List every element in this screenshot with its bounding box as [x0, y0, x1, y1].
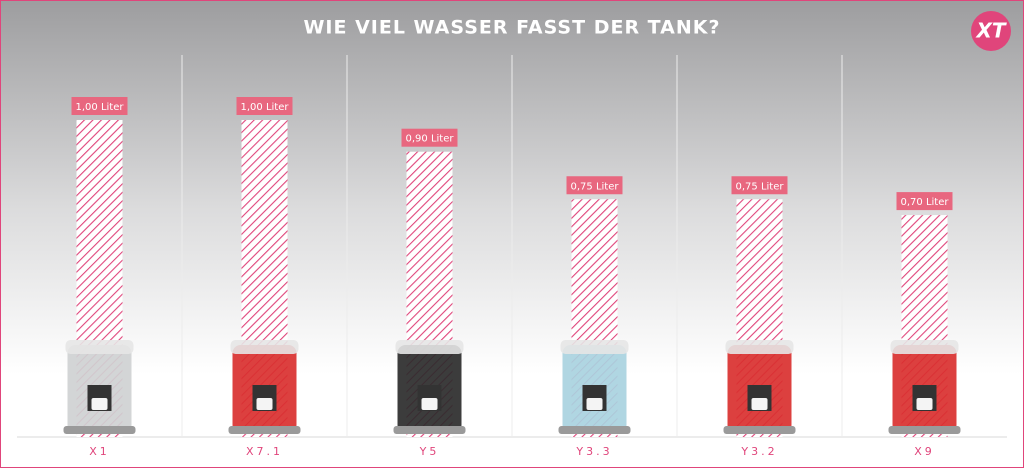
x-tick-label: X1 — [89, 445, 110, 458]
x-tick-label: Y3.2 — [740, 445, 777, 458]
machine-top — [890, 340, 959, 354]
value-label: 1,00 Liter — [76, 102, 125, 113]
machine-top — [65, 340, 134, 354]
machine-cup — [916, 398, 933, 410]
value-label-box — [71, 97, 128, 115]
x-tick-label: X7.1 — [246, 445, 283, 458]
machine-top — [230, 340, 299, 354]
value-label-box — [566, 176, 623, 195]
value-label-box — [401, 128, 458, 147]
machine-cup — [751, 398, 768, 410]
value-label: 0,90 Liter — [406, 134, 455, 145]
value-label-box — [236, 97, 293, 115]
x-tick-label: X9 — [914, 445, 935, 458]
x-tick-label: Y3.3 — [575, 445, 612, 458]
machine-cup — [256, 398, 273, 410]
value-label: 1,00 Liter — [241, 102, 290, 113]
value-label-box — [896, 192, 953, 211]
machine-base — [228, 426, 301, 434]
value-label: 0,70 Liter — [901, 197, 950, 208]
value-label: 0,75 Liter — [571, 181, 620, 192]
machine-base — [888, 426, 961, 434]
logo-badge — [971, 11, 1011, 51]
machine-base — [63, 426, 136, 434]
machine-cup — [91, 398, 108, 410]
machine-cup — [421, 398, 438, 410]
machine-base — [723, 426, 796, 434]
machine-top — [725, 340, 794, 354]
logo: XT — [974, 19, 1006, 43]
value-label-box — [731, 176, 788, 195]
x-tick-label: Y5 — [419, 445, 440, 458]
machine-cup — [586, 398, 603, 410]
value-label: 0,75 Liter — [736, 181, 785, 192]
machine-base — [558, 426, 631, 434]
machine-base — [393, 426, 466, 434]
chart-title: WIE VIEL WASSER FASST DER TANK? — [303, 17, 720, 39]
machine-top — [560, 340, 629, 354]
machine-top — [395, 340, 464, 354]
